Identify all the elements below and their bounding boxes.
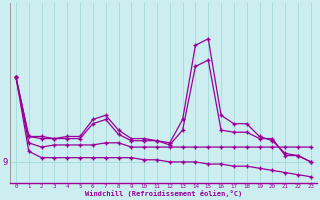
X-axis label: Windchill (Refroidissement éolien,°C): Windchill (Refroidissement éolien,°C) xyxy=(85,190,242,197)
